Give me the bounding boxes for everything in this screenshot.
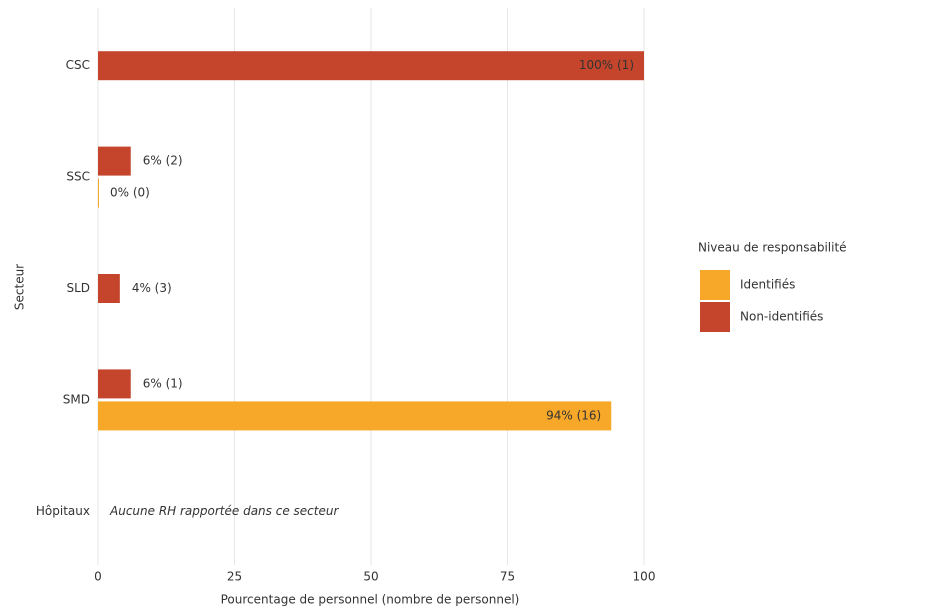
data-label: 6% (1) xyxy=(143,376,183,390)
x-tick-label: 0 xyxy=(94,570,102,584)
x-tick-label: 25 xyxy=(227,570,242,584)
data-label: 4% (3) xyxy=(132,281,172,295)
legend-key xyxy=(700,270,730,300)
legend-label: Identifiés xyxy=(740,278,795,292)
annotation: Aucune RH rapportée dans ce secteur xyxy=(109,504,339,518)
x-axis-title: Pourcentage de personnel (nombre de pers… xyxy=(221,593,520,607)
bar xyxy=(98,274,120,303)
y-tick-label: SLD xyxy=(66,281,90,295)
data-label: 0% (0) xyxy=(110,186,150,200)
y-tick-label: SSC xyxy=(66,170,90,184)
bar xyxy=(98,51,644,81)
y-tick-label: SMD xyxy=(63,392,90,406)
data-label: 100% (1) xyxy=(579,58,634,72)
legend-key xyxy=(700,302,730,332)
x-tick-label: 75 xyxy=(500,570,515,584)
bar xyxy=(98,369,131,399)
bar xyxy=(98,401,612,431)
y-tick-label: CSC xyxy=(66,58,90,72)
y-tick-label: Hôpitaux xyxy=(36,504,90,518)
data-label: 6% (2) xyxy=(143,154,183,168)
bar xyxy=(98,178,99,208)
x-tick-label: 50 xyxy=(363,570,378,584)
legend-label: Non-identifiés xyxy=(740,310,823,324)
x-tick-label: 100 xyxy=(633,570,656,584)
bar xyxy=(98,146,131,176)
y-axis-title: Secteur xyxy=(13,264,27,310)
legend-title: Niveau de responsabilité xyxy=(698,241,847,255)
data-label: 94% (16) xyxy=(546,408,601,422)
